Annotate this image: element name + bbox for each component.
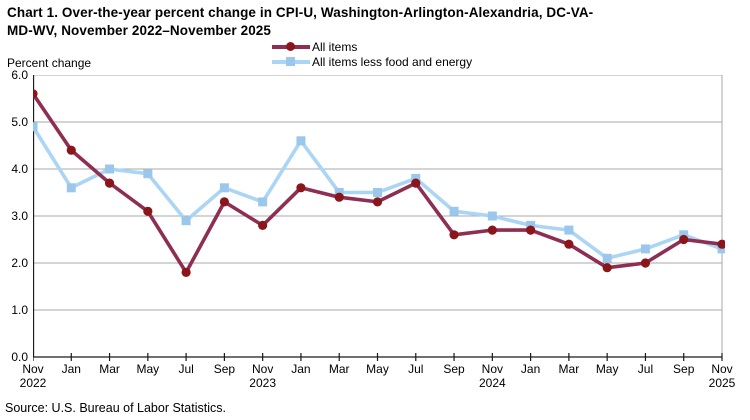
y-tick-label: 3.0 — [11, 209, 28, 223]
plot-area — [33, 75, 725, 361]
source-attribution: Source: U.S. Bureau of Labor Statistics. — [5, 401, 226, 415]
x-tick-label: Jul — [408, 362, 424, 376]
legend-item-all-items: All items — [272, 39, 472, 54]
x-tick-label: Mar — [558, 362, 580, 376]
y-tick-label: 4.0 — [11, 162, 28, 176]
y-tick-label: 6.0 — [11, 68, 28, 82]
x-tick-label: May — [595, 362, 619, 376]
x-tick-label: May — [136, 362, 160, 376]
x-tick-label: Nov 2023 — [249, 362, 276, 390]
x-tick-label: Mar — [99, 362, 120, 376]
chart-legend: All items All items less food and energy — [272, 39, 472, 69]
x-tick-label: Jan — [520, 362, 541, 376]
legend-label-all-items: All items — [312, 39, 358, 54]
x-tick-label: Nov 2025 — [708, 362, 736, 390]
x-tick-label: Jul — [637, 362, 654, 376]
x-tick-label: Sep — [213, 362, 236, 376]
legend-label-core: All items less food and energy — [312, 54, 473, 69]
x-tick-label: Jul — [178, 362, 194, 376]
chart-title: Chart 1. Over-the-year percent change in… — [7, 5, 594, 39]
y-axis-unit-label: Percent change — [7, 56, 92, 70]
x-tick-label: May — [366, 362, 389, 376]
x-tick-label: Sep — [673, 362, 695, 376]
x-tick-label: Jan — [61, 362, 81, 376]
core-line-swatch-icon — [272, 57, 310, 67]
y-tick-label: 2.0 — [11, 256, 28, 270]
x-tick-label: Nov 2022 — [19, 362, 47, 390]
x-tick-label: Sep — [443, 362, 465, 376]
x-tick-label: Jan — [291, 362, 311, 376]
all-items-line-swatch-icon — [272, 42, 310, 52]
y-tick-label: 0.0 — [11, 350, 28, 364]
y-tick-label: 5.0 — [11, 115, 28, 129]
x-tick-label: Mar — [328, 362, 350, 376]
y-tick-label: 1.0 — [11, 303, 28, 317]
legend-item-core: All items less food and energy — [272, 54, 472, 69]
x-tick-label: Nov 2024 — [478, 362, 506, 390]
